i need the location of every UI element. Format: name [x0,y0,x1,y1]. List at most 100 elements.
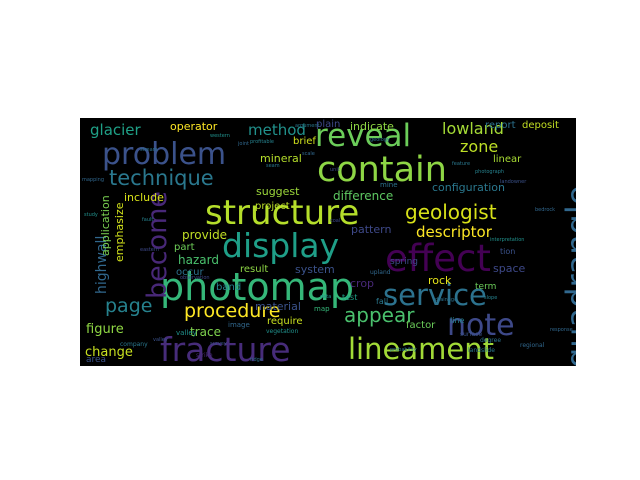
word: result [240,264,269,275]
word: factor [406,320,436,331]
word: hazard [178,253,219,267]
word: emphasize [113,202,126,262]
word: figure [86,322,124,337]
word: image [228,321,250,329]
word: strike [196,352,213,359]
word: effect [385,237,491,280]
word: indicate [350,120,394,133]
word: page [105,295,153,317]
word: profitable [250,139,274,145]
word: suggest [256,185,300,198]
word: data [320,294,332,300]
word: western [210,133,230,139]
word: landslide [468,347,495,354]
word: regional [520,342,545,349]
word: survey [210,341,227,347]
word: project [255,201,290,212]
word: valley [153,337,168,343]
word: study [84,212,98,218]
word: drainage [435,297,458,303]
word: argument [295,123,320,129]
word: coal [330,218,341,224]
word: system [295,263,335,276]
word: spring [390,257,419,267]
word: plain [316,119,341,130]
word: structure [205,193,360,233]
word: operator [170,120,218,133]
word: seam [266,163,280,169]
word: method [248,121,306,139]
word: company [120,341,148,348]
word: interpretation [490,237,525,243]
word: joint [238,141,249,147]
word: technique [109,166,214,190]
word: fracture [160,330,291,366]
word: problem [102,137,227,172]
word: ridge [250,357,263,363]
word: lineament [348,332,494,366]
word: deposit [522,120,559,131]
word: upland [370,269,391,276]
word: area [86,355,107,365]
word: crop [350,277,375,290]
word: tion [500,247,516,256]
word: scale [302,151,315,157]
word: term [475,282,497,292]
word-cloud: quadrangle structure photomap lineament … [80,118,576,366]
word: include [124,191,164,204]
word: fall [376,297,389,306]
word: contain [317,150,447,190]
word: trace [190,325,221,339]
word: landowner [500,179,527,185]
word: stream [140,147,158,153]
word: slope [484,295,498,301]
word: require [267,316,303,327]
word: descriptor [416,223,492,241]
word: glacier [90,121,141,139]
word: reveal [315,118,412,154]
word: service [383,278,487,312]
word: band [216,282,242,293]
word: bedrock [535,207,556,213]
word: zone [460,137,499,156]
word: provide [182,228,228,242]
word: part [174,242,195,253]
word: occur [176,267,204,278]
word: appear [344,303,415,327]
word: rock [428,274,452,287]
word: fault [142,217,154,223]
word: material [255,300,301,313]
word: observation [180,275,210,281]
word: valley [176,329,197,337]
word: report [485,120,516,131]
word: quadrangle [559,185,576,366]
word: lowland [442,119,504,138]
word: map [314,305,330,313]
word: test [342,293,358,302]
word: configuration [432,181,505,194]
word: vegetation [266,328,299,335]
word: display [222,226,340,265]
word: line [450,316,465,325]
word: pattern [351,223,392,236]
word: mineral [260,152,302,165]
word: response [550,327,573,333]
word: change [85,345,133,360]
word: photomap [160,265,355,309]
word: surface [460,331,483,338]
word: space [493,262,526,275]
word: mapping [82,177,105,183]
word: photograph [475,169,505,175]
word: procedure [184,300,281,322]
word: note [447,308,515,343]
word: eastern [140,247,159,253]
word: degree [480,337,502,344]
word: probability [390,347,417,353]
word: difference [333,189,394,203]
word: geologist [405,200,497,224]
word: application [99,195,112,256]
word: geology [370,137,390,143]
word: unit [330,167,340,173]
word: brief [293,136,316,147]
word: feature [452,161,471,167]
